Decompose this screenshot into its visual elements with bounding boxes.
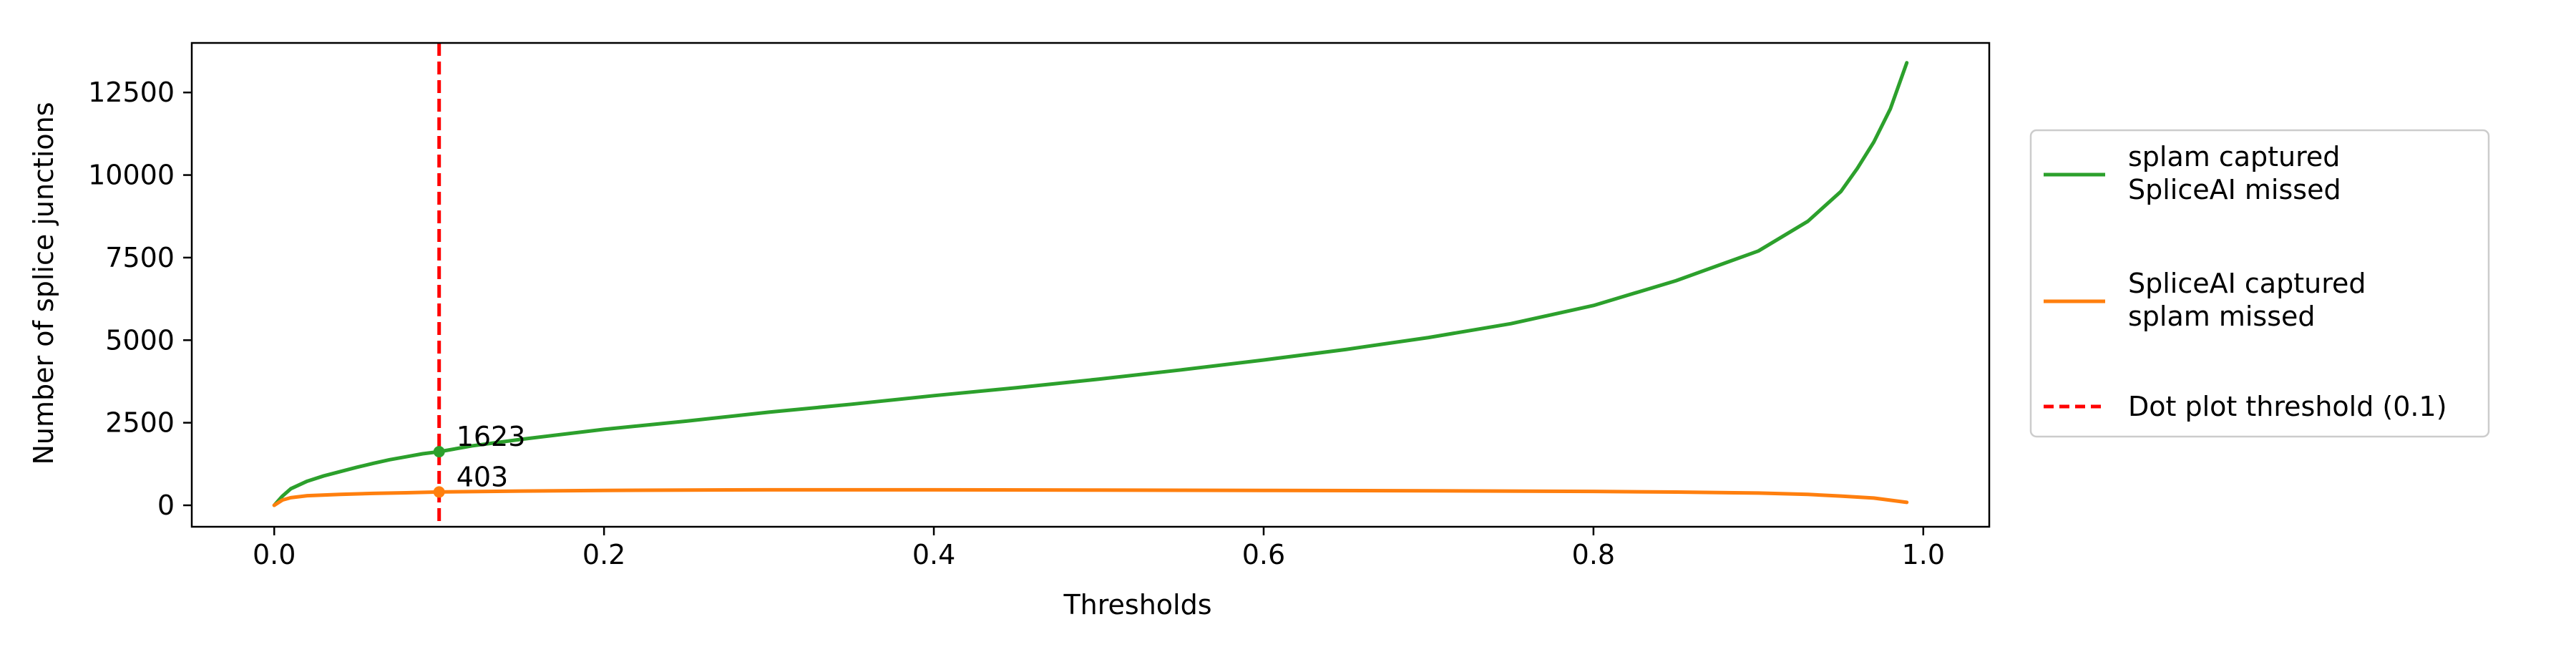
legend-label-1: splam captured SpliceAI missed (2128, 141, 2341, 205)
x-tick-label: 1.0 (1902, 539, 1945, 570)
y-tick-label: 0 (157, 490, 175, 521)
x-tick-label: 0.6 (1242, 539, 1285, 570)
x-axis-label: Thresholds (1063, 589, 1211, 621)
x-tick-label: 0.8 (1572, 539, 1615, 570)
plot-area: 1623 403 (272, 43, 1909, 527)
legend-label-2: SpliceAI captured splam missed (2128, 268, 2366, 332)
x-tick-label: 0.4 (912, 539, 955, 570)
legend: splam captured SpliceAI missed SpliceAI ca… (2029, 129, 2490, 438)
annotation-label-2: 403 (457, 461, 509, 492)
series-line-1 (272, 61, 1909, 507)
x-tick-label: 0.0 (253, 539, 296, 570)
y-tick-label: 12500 (88, 77, 175, 108)
y-tick-label: 10000 (88, 160, 175, 191)
annotation-marker-1 (433, 446, 445, 458)
axes: 0.0 0.2 0.4 0.6 0.8 1.0 0 2500 5000 7500 10000 1250… (88, 42, 1991, 570)
y-tick-label: 2500 (105, 407, 175, 439)
legend-box (2029, 129, 2490, 438)
y-tick-label: 7500 (105, 242, 175, 273)
series-line-2 (272, 487, 1909, 507)
legend-label-3: Dot plot threshold (0.1) (2128, 391, 2447, 422)
annotation-label-1: 1623 (457, 421, 526, 452)
annotation-marker-2 (433, 486, 445, 498)
y-axis-label: Number of splice junctions (28, 102, 59, 464)
x-tick-label: 0.2 (582, 539, 625, 570)
plot-frame (190, 42, 1991, 528)
y-tick-label: 5000 (105, 324, 175, 356)
